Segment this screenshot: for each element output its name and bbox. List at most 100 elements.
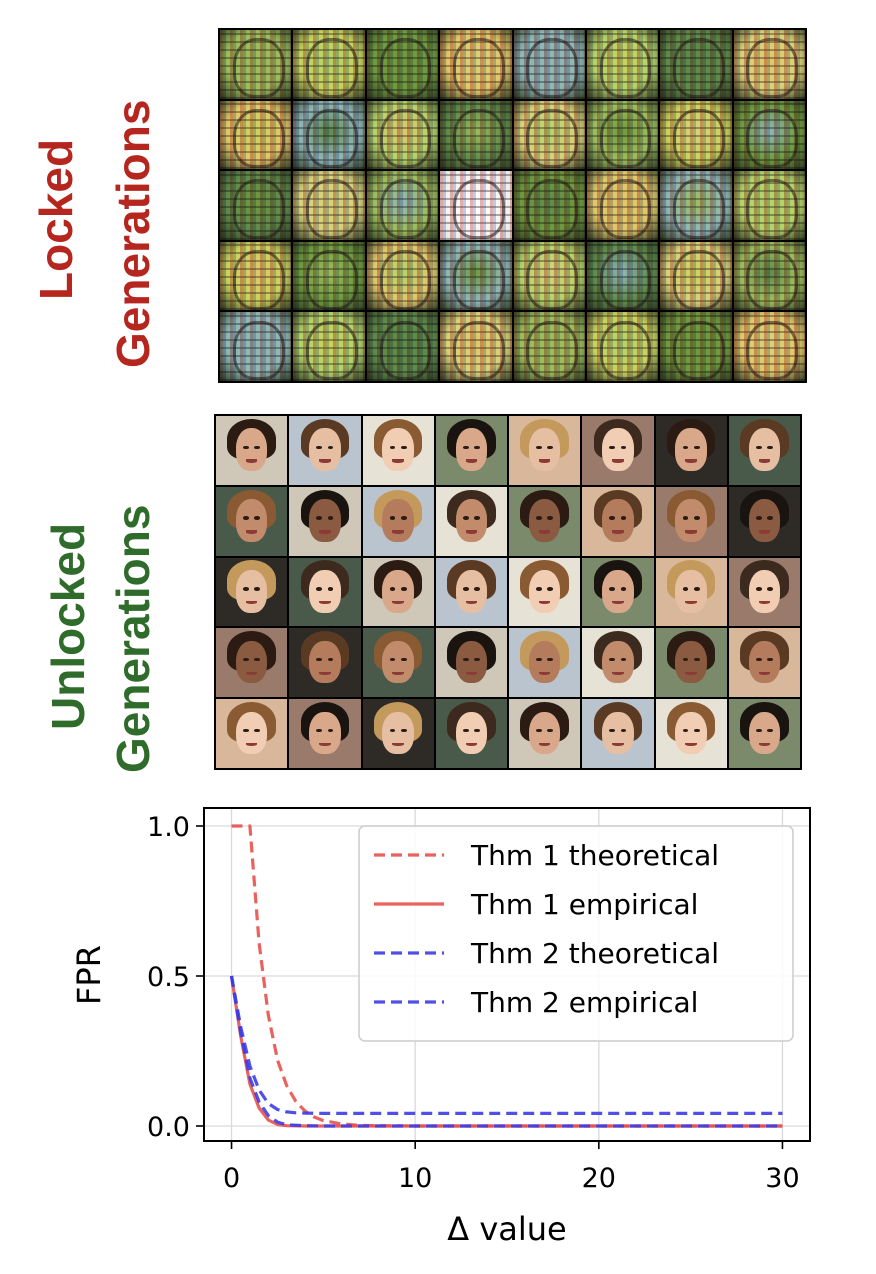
unlocked-image-tile <box>216 416 288 485</box>
face-mouth <box>392 600 404 605</box>
locked-image-tile <box>660 171 732 240</box>
face-eye <box>609 587 615 591</box>
locked-image-tile <box>293 30 365 99</box>
face-eye <box>316 587 322 591</box>
face-eye <box>389 728 396 733</box>
face-head <box>309 428 341 472</box>
unlocked-generations-grid <box>214 414 802 770</box>
unlocked-image-tile <box>216 628 288 698</box>
unlocked-image-tile <box>509 486 581 556</box>
face-eye <box>462 587 469 591</box>
unlocked-image-tile <box>509 416 581 485</box>
y-tick-label: 0.0 <box>147 1112 190 1143</box>
unlocked-image-tile <box>655 416 727 485</box>
unlocked-image-tile <box>362 416 434 485</box>
legend-box <box>358 825 794 1042</box>
unlocked-image-tile <box>582 557 654 627</box>
face-head <box>235 711 268 755</box>
face-eye <box>316 516 322 520</box>
face-eye <box>536 587 542 591</box>
plot-frame <box>203 807 811 1142</box>
face-eye <box>767 657 773 662</box>
face-eye <box>755 728 762 733</box>
face-eye <box>547 445 554 450</box>
face-eye <box>400 516 407 520</box>
face-head <box>748 428 781 472</box>
face-eye <box>254 728 261 733</box>
face-head <box>382 499 414 542</box>
face-eye <box>620 587 627 591</box>
face-mouth <box>245 600 258 605</box>
unlocked-image-tile <box>655 486 727 556</box>
unlocked-image-tile <box>289 557 361 627</box>
unlocked-image-tile <box>728 416 800 485</box>
face-eye <box>462 657 469 662</box>
face-eye <box>693 587 700 591</box>
face-eye <box>620 445 627 450</box>
x-tick-label: 0 <box>223 1163 240 1194</box>
face-mouth <box>392 530 404 534</box>
face-eye <box>243 516 249 520</box>
legend-label: Thm 2 empirical <box>470 986 698 1019</box>
locked-image-tile <box>513 30 585 99</box>
unlocked-image-tile <box>216 699 288 768</box>
y-axis-label: FPR <box>70 945 108 1005</box>
locked-image-tile <box>366 171 439 240</box>
face-mouth <box>612 671 624 676</box>
unlocked-image-tile <box>582 486 654 556</box>
locked-image-tile <box>660 241 732 311</box>
face-mouth <box>319 742 331 746</box>
unlocked-image-tile <box>435 486 507 556</box>
face-eye <box>389 516 396 520</box>
locked-image-tile <box>220 241 292 311</box>
face-mouth <box>612 742 624 746</box>
unlocked-image-tile <box>435 416 507 485</box>
face-eye <box>327 445 334 450</box>
face-eye <box>243 728 249 733</box>
face-head <box>602 428 634 472</box>
face-head <box>455 428 488 472</box>
locked-label-line1: Locked <box>30 138 82 300</box>
face-eye <box>254 516 261 520</box>
face-head <box>528 640 561 684</box>
face-eye <box>547 587 554 591</box>
locked-image-tile <box>220 171 292 240</box>
unlocked-image-tile <box>362 557 434 627</box>
face-eye <box>767 728 773 733</box>
face-eye <box>755 445 762 450</box>
face-mouth <box>685 530 697 534</box>
locked-image-tile <box>733 30 805 99</box>
face-mouth <box>465 671 478 676</box>
unlocked-image-tile <box>509 699 581 768</box>
face-head <box>455 640 488 684</box>
face-eye <box>547 728 554 733</box>
face-mouth <box>758 459 771 463</box>
face-eye <box>389 657 396 662</box>
face-head <box>309 640 341 684</box>
face-eye <box>474 728 480 733</box>
face-eye <box>547 516 554 520</box>
locked-image-tile <box>440 171 512 240</box>
locked-image-tile <box>733 171 805 240</box>
face-eye <box>474 657 480 662</box>
locked-image-tile <box>220 30 292 99</box>
locked-image-tile <box>440 100 512 170</box>
face-head <box>602 569 634 613</box>
face-eye <box>620 516 627 520</box>
locked-image-tile <box>220 100 292 170</box>
face-mouth <box>685 671 697 676</box>
face-eye <box>609 728 615 733</box>
unlocked-image-tile <box>289 628 361 698</box>
face-head <box>455 711 488 755</box>
face-eye <box>462 728 469 733</box>
face-eye <box>327 516 334 520</box>
face-mouth <box>392 671 404 676</box>
face-eye <box>536 445 542 450</box>
series-line-3 <box>229 975 783 1128</box>
locked-image-tile <box>513 171 585 240</box>
face-mouth <box>465 459 478 463</box>
face-head <box>675 499 707 542</box>
unlocked-image-tile <box>582 699 654 768</box>
face-eye <box>609 445 615 450</box>
face-head <box>382 428 414 472</box>
